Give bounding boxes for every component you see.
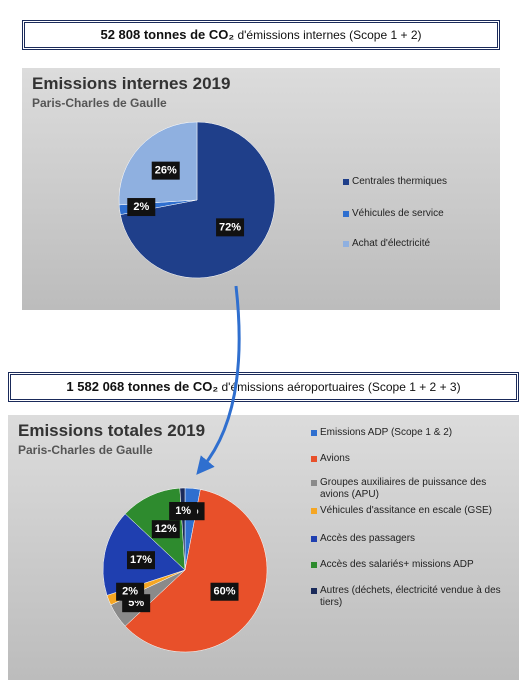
data-label-bg: [151, 161, 180, 180]
chart: Emissions internes 2019 Paris-Charles de …: [22, 68, 500, 310]
data-label-bg: [216, 218, 245, 237]
chart-subtitle: Paris-Charles de Gaulle: [18, 443, 153, 457]
legend-label: Accès des salariés+ missions ADP: [320, 559, 474, 570]
legend-label: Avions: [320, 453, 350, 464]
data-label: 1%: [175, 505, 191, 517]
legend-item: Autres (déchets, électricité vendue à de…: [311, 585, 515, 609]
legend-label: Achat d'électricité: [352, 238, 431, 249]
legend-swatch: [311, 430, 317, 436]
legend-label: Autres (déchets, électricité vendue à de…: [320, 585, 501, 608]
banner-bold: 52 808 tonnes de CO₂: [100, 27, 235, 42]
legend-item: Accès des salariés+ missions ADP: [311, 559, 515, 571]
legend-swatch: [343, 211, 349, 217]
legend-label: Véhicules d'assitance en escale (GSE): [320, 505, 492, 516]
chart: Emissions totales 2019 Paris-Charles de G…: [8, 415, 519, 680]
data-label: 26%: [155, 165, 177, 177]
pie-slice: [120, 121, 276, 279]
data-label: 60%: [214, 586, 236, 598]
data-label: 2%: [122, 586, 138, 598]
data-label-bg: [210, 582, 239, 601]
legend-item: Emissions ADP (Scope 1 & 2): [311, 427, 515, 439]
pie: 3%60%5%2%17%12%1%: [102, 487, 268, 653]
data-label-bg: [151, 520, 180, 539]
data-label-bg: [126, 551, 155, 570]
chart-title: Emissions totales 2019: [18, 421, 206, 440]
chart-subtitle: Paris-Charles de Gaulle: [32, 96, 167, 110]
chart-title: Emissions internes 2019: [32, 74, 231, 93]
pie: 72% 2% 26%: [118, 121, 276, 279]
data-label: 72%: [219, 221, 241, 233]
connector-arrow: [196, 285, 241, 475]
banner-text: d'émissions aéroportuaires (Scope 1 + 2 …: [218, 380, 461, 394]
legend-swatch: [311, 456, 317, 462]
legend-item: Centrales thermiques: [343, 176, 492, 188]
legend-item: Véhicules d'assitance en escale (GSE): [311, 505, 515, 517]
legend-swatch: [343, 241, 349, 247]
legend-item: Achat d'électricité: [343, 238, 492, 250]
legend-swatch: [311, 588, 317, 594]
data-label-bg: [116, 582, 145, 601]
legend-swatch: [311, 562, 317, 568]
banner-bold: 1 582 068 tonnes de CO₂: [66, 379, 219, 394]
legend-swatch: [311, 536, 317, 542]
legend-swatch: [311, 480, 317, 486]
banner-text: d'émissions internes (Scope 1 + 2): [234, 28, 422, 42]
banner: 1 582 068 tonnes de CO₂ d'émissions aéro…: [8, 372, 519, 402]
legend-item: Avions: [311, 453, 515, 465]
legend-item: Groupes auxiliaires de puissance des avi…: [311, 477, 515, 501]
data-label: 17%: [130, 554, 152, 566]
data-label: 12%: [155, 523, 177, 535]
legend-swatch: [343, 179, 349, 185]
legend-label: Véhicules de service: [352, 208, 444, 219]
legend-label: Emissions ADP (Scope 1 & 2): [320, 427, 453, 438]
pie-slice: [124, 489, 268, 653]
legend-label: Centrales thermiques: [352, 176, 448, 187]
legend-item: Accès des passagers: [311, 533, 515, 545]
banner: 52 808 tonnes de CO₂ d'émissions interne…: [22, 20, 500, 50]
data-label-bg: [127, 198, 156, 217]
legend-item: Véhicules de service: [343, 208, 492, 220]
data-label-bg: [169, 501, 198, 520]
legend-label: Accès des passagers: [320, 533, 416, 544]
data-label: 2%: [133, 201, 149, 213]
legend-label: Groupes auxiliaires de puissance des avi…: [320, 477, 487, 500]
legend-swatch: [311, 508, 317, 514]
